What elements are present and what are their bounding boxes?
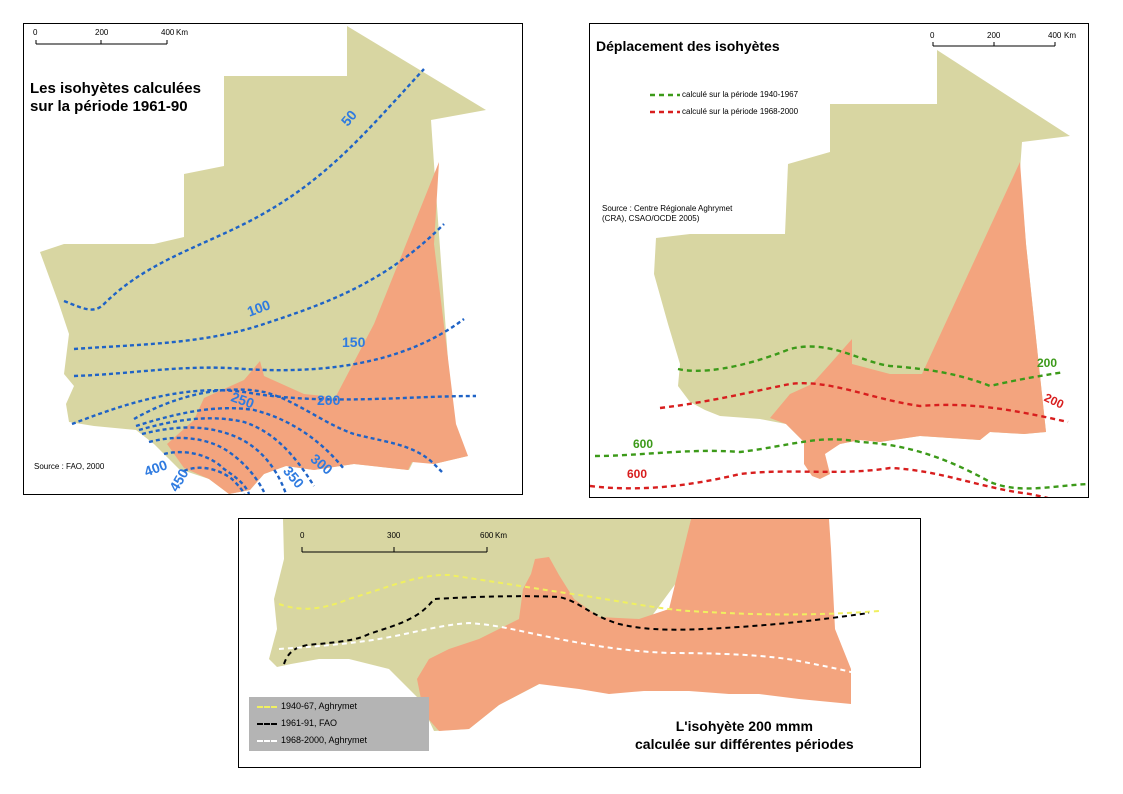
isohyet-200-1940-67 — [677, 345, 1065, 388]
map-title-line2: sur la période 1961-90 — [30, 98, 188, 115]
isohyet-400 — [141, 426, 288, 494]
legend-box: 1940-67, Aghrymet 1961-91, FAO 1968-2000… — [249, 697, 429, 751]
map-source: Source : Centre Régionale Aghrymet (CRA)… — [602, 204, 732, 224]
isohyet-450a — [148, 436, 266, 493]
isohyet-600-1968-2000 — [590, 466, 1049, 497]
isohyet-label-150: 150 — [342, 334, 366, 350]
map-source-line2: (CRA), CSAO/OCDE 2005) — [602, 214, 700, 223]
map-panel-isohyets-1961-90: 0 200 400 Km Les isohyètes calculées sur… — [23, 23, 523, 495]
map-title-line1: Les isohyètes calculées — [30, 80, 201, 97]
scale-unit: Km — [1064, 31, 1076, 40]
legend-label-1968-2000: 1968-2000, Aghrymet — [281, 735, 368, 745]
map-source-line1: Source : Centre Régionale Aghrymet — [602, 204, 733, 213]
scale-tick-400: 400 — [161, 28, 175, 37]
map-title: Les isohyètes calculées sur la période 1… — [30, 80, 201, 116]
isohyet-label-200: 200 — [317, 392, 341, 408]
map-title-line2: calculée sur différentes périodes — [635, 736, 854, 752]
isohyet-350 — [138, 417, 316, 487]
map-panel-isohyet-shift: 0 200 400 Km Déplacement des isohyètes c… — [589, 23, 1089, 498]
scale-tick-400: 400 — [1048, 31, 1062, 40]
legend-swatch-yellow — [257, 705, 277, 708]
isohyet-label-green-200: 200 — [1037, 356, 1058, 370]
map-canvas — [590, 42, 1088, 497]
legend-swatch-white — [257, 739, 277, 742]
scale-tick-0: 0 — [930, 31, 935, 40]
southern-zone — [417, 519, 851, 731]
map-source: Source : FAO, 2000 — [34, 462, 105, 471]
scale-unit: Km — [495, 531, 507, 540]
scale-tick-0: 0 — [300, 531, 305, 540]
isohyet-200-1968-2000 — [659, 382, 1069, 424]
legend-row-1940-67: 1940-67, Aghrymet — [257, 701, 357, 712]
southern-zone — [770, 162, 1046, 479]
isohyet-600-1940-67 — [594, 438, 1088, 490]
isohyet-450b — [163, 450, 251, 494]
isohyet-200-1940-67 — [278, 573, 880, 616]
scale-bar — [35, 40, 168, 45]
isohyet-label-red-600: 600 — [627, 467, 648, 481]
scale-tick-200: 200 — [987, 31, 1001, 40]
isohyet-100 — [73, 223, 445, 351]
map-panel-isohyet-200-periods: 0 300 600 Km 1940-67, Aghrymet 1961-91, … — [238, 518, 921, 768]
scale-bar — [301, 547, 488, 553]
legend-row-1961-91: 1961-91, FAO — [257, 718, 337, 729]
isohyet-250 — [133, 388, 443, 473]
scale-bar — [932, 42, 1056, 47]
scale-tick-600: 600 — [480, 531, 494, 540]
legend-swatch-black — [257, 722, 277, 725]
scale-tick-300: 300 — [387, 531, 401, 540]
isohyet-500 — [183, 466, 246, 494]
scale-tick-200: 200 — [95, 28, 109, 37]
isohyet-200 — [71, 389, 477, 426]
map-title: L'isohyète 200 mmm calculée sur différen… — [635, 717, 854, 753]
map-canvas — [269, 519, 880, 731]
scale-tick-0: 0 — [33, 28, 38, 37]
legend-row-1968-2000: 1968-2000, Aghrymet — [257, 735, 367, 746]
isohyet-200-1968-2000 — [278, 621, 855, 674]
map-title: Déplacement des isohyètes — [596, 38, 780, 54]
map-canvas — [35, 26, 486, 494]
scale-unit: Km — [176, 28, 188, 37]
isohyet-300 — [135, 407, 345, 470]
isohyet-200-1961-91 — [283, 595, 870, 665]
legend-label-1968-2000: calculé sur la période 1968-2000 — [682, 107, 799, 116]
legend-label-1961-91: 1961-91, FAO — [281, 718, 338, 728]
isohyet-50 — [63, 68, 425, 311]
legend-label-1940-1967: calculé sur la période 1940-1967 — [682, 90, 799, 99]
legend-label-1940-67: 1940-67, Aghrymet — [281, 701, 358, 711]
map-title-line1: L'isohyète 200 mmm — [675, 718, 813, 734]
isohyet-label-green-600: 600 — [633, 437, 654, 451]
land-area — [269, 519, 691, 731]
isohyet-150 — [73, 318, 465, 378]
southern-zone — [167, 162, 468, 494]
